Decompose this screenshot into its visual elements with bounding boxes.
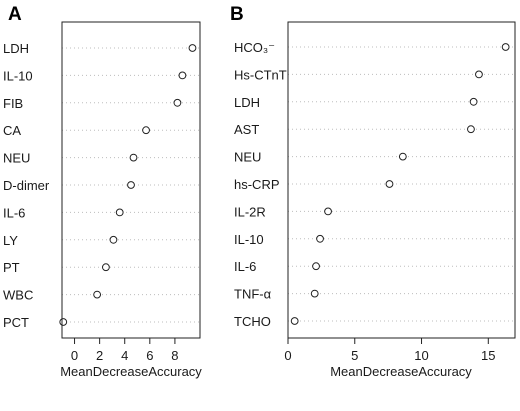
data-point [310,289,319,298]
x-tick-label: 10 [414,348,428,363]
x-axis-title: MeanDecreaseAccuracy [60,364,202,379]
x-tick-label: 6 [146,348,153,363]
data-point [290,317,299,325]
row-label: D-dimer [3,178,50,193]
data-point [142,126,150,135]
data-point [188,44,197,52]
row-label: WBC [3,288,33,303]
row-label: LY [3,233,18,248]
x-tick-label: 15 [481,348,495,363]
x-tick-label: 0 [284,348,291,363]
data-point [102,263,110,272]
data-point [398,152,407,161]
data-point [178,71,187,80]
data-point [324,207,332,216]
x-tick-label: 0 [71,348,78,363]
row-label: LDH [3,41,29,56]
data-point [316,234,324,243]
data-point [173,98,182,107]
row-label: IL-10 [234,232,264,247]
row-label: hs-CRP [234,177,280,192]
panel-letter: B [230,4,244,25]
x-tick-label: 8 [171,348,178,363]
data-point [93,290,102,299]
x-tick-label: 2 [96,348,103,363]
x-tick-label: 5 [351,348,358,363]
data-point [475,70,483,79]
row-label: PT [3,260,20,275]
row-label: IL-6 [234,259,256,274]
panel-a: A LDH IL-10 FIB CA NEU D-dimer IL-6 LY PT WBC PCT 0 2… [3,4,202,379]
row-label: TNF-α [234,287,272,302]
plot-frame [287,21,516,339]
row-label: PCT [3,315,29,330]
row-label: NEU [234,150,261,165]
data-point [115,208,124,217]
row-label: IL-10 [3,68,33,83]
data-point [109,235,118,244]
data-point [467,125,475,134]
row-label: CA [3,123,21,138]
row-label: IL-6 [3,205,25,220]
row-label: IL-2R [234,204,266,219]
data-point [501,43,510,51]
x-tick-label: 4 [121,348,128,363]
row-label: LDH [234,95,260,110]
row-label: FIB [3,96,23,111]
row-label: AST [234,122,259,137]
data-point [312,262,320,271]
row-label: TCHO [234,314,271,329]
x-axis-title: MeanDecreaseAccuracy [330,364,472,379]
panel-letter: A [8,4,22,25]
row-label: Hs-CTnT [234,67,287,82]
data-point [127,181,135,189]
data-point [385,180,394,188]
row-label: HCO₃⁻ [234,40,275,55]
data-point [129,153,138,162]
row-label: NEU [3,151,30,166]
plot-frame [61,21,201,339]
data-point [469,97,478,106]
data-point [59,318,68,326]
panel-b: B HCO₃⁻ Hs-CTnT LDH AST NEU hs-CRP IL-2R IL-10 IL… [230,4,516,379]
